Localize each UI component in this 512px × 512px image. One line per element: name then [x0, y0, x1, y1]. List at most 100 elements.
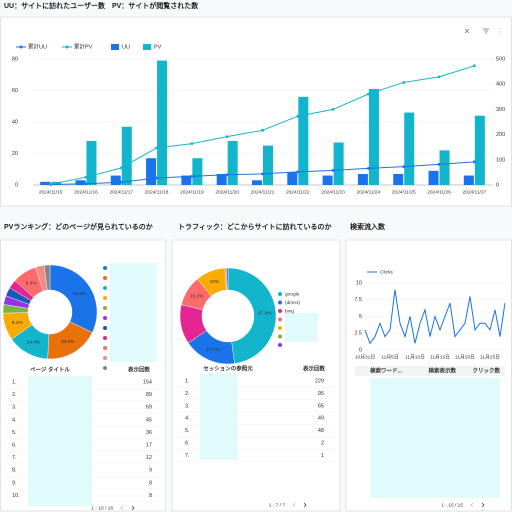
bar [439, 150, 450, 185]
y2-tick-label: 500 [496, 56, 505, 62]
row-value: 2 [321, 440, 324, 446]
prev-page[interactable] [120, 505, 124, 511]
line-point [367, 92, 370, 96]
x-tick-label: 2024/11/22 [286, 189, 310, 195]
x-tick-label: 2024/11/25 [392, 189, 416, 195]
row-value: 89 [146, 392, 152, 398]
slice-label: 10% [210, 279, 220, 285]
prev-page[interactable] [292, 502, 296, 508]
line-point [437, 162, 441, 166]
legend-label: bing [285, 308, 294, 314]
x-tick-label: 2024/11/17 [109, 189, 133, 195]
y-tick-label: 0 [15, 182, 18, 188]
icon-sort[interactable] [464, 28, 470, 34]
legend-label: Clicks [380, 269, 393, 275]
bar [75, 180, 86, 185]
row-value: 1 [321, 453, 324, 459]
line-point [49, 182, 53, 186]
next-page[interactable] [303, 502, 307, 508]
row-value: 154 [143, 379, 152, 385]
line-point [261, 172, 264, 176]
line-point [472, 160, 476, 164]
bar [216, 173, 227, 185]
legend-dot [278, 326, 282, 330]
line-point [367, 166, 370, 170]
line-point [84, 182, 88, 186]
slice-label: 9.4% [12, 320, 24, 326]
y2-tick-label: 100 [496, 157, 505, 163]
table-header: ページ タイトル [30, 365, 70, 373]
line-point [190, 142, 194, 146]
pagination: 1 - 15 / 15 [441, 502, 463, 508]
row-value: 48 [318, 428, 324, 434]
redacted-column [370, 378, 500, 498]
y-tick-label: 7.5 [354, 297, 362, 303]
row-index: 6. [12, 442, 17, 448]
icon-filter[interactable] [483, 28, 489, 34]
x-tick-label: 2024/11/21 [251, 189, 275, 195]
redacted-column [200, 374, 238, 460]
x-tick-label: 10月31日 [355, 354, 375, 360]
y-tick-label: 2.5 [354, 331, 362, 337]
row-value: 65 [318, 403, 324, 409]
chart-title: UU：サイトに訪れたユーザー数 PV：サイトが閲覧された数 [4, 1, 199, 10]
x-tick-label: 11月10日 [405, 354, 425, 360]
legend-dot [103, 356, 107, 360]
row-index: 2. [12, 392, 17, 398]
legend-dot [103, 316, 107, 320]
next-page[interactable] [481, 502, 485, 508]
prev-page[interactable] [470, 502, 474, 508]
line-point [296, 114, 300, 118]
line-point [331, 168, 335, 172]
x-tick-label: 2024/11/15 [39, 189, 63, 195]
x-tick-label: 2024/11/16 [74, 189, 98, 195]
pie-slice [227, 267, 277, 364]
row-value: 95 [318, 391, 324, 397]
x-tick-label: 2024/11/27 [463, 189, 487, 195]
table-header: セッションの参照元 [203, 364, 253, 372]
legend-dot [103, 306, 107, 310]
redacted-legend [285, 313, 318, 342]
bar [227, 140, 238, 185]
x-tick-label: 2024/11/18 [145, 189, 169, 195]
legend-label: UU [122, 44, 130, 50]
legend-dot [19, 45, 23, 49]
legend-label: google [285, 291, 300, 297]
y2-tick-label: 300 [496, 107, 505, 113]
row-index: 10. [12, 493, 20, 499]
bar [333, 142, 344, 185]
slice-label: 10.2% [190, 294, 204, 300]
bar [474, 115, 485, 185]
table-header: 検索表示数 [428, 366, 456, 374]
y-tick-label: 60 [12, 88, 18, 94]
legend-dot [103, 346, 107, 350]
row-value: 229 [315, 378, 324, 384]
line-point [84, 175, 88, 179]
row-value: 9 [149, 468, 152, 474]
legend-dot [103, 336, 107, 340]
line-point [225, 135, 229, 139]
line-point [155, 176, 158, 180]
slice-label: 14.4% [27, 339, 41, 345]
row-value: 69 [146, 405, 152, 411]
legend-label: 累計PV [74, 42, 93, 50]
next-page[interactable] [131, 505, 135, 511]
line-point [437, 75, 441, 79]
row-value: 12 [146, 455, 152, 461]
legend-dot [65, 45, 69, 49]
pagination: 1 - 10 / 16 [91, 505, 113, 511]
bar [110, 175, 121, 185]
toolbar-icons[interactable] [464, 28, 501, 35]
slice-label: 18.6% [61, 339, 75, 345]
x-tick-label: 2024/11/20 [215, 189, 239, 195]
pagination: 1 - 7 / 7 [269, 502, 286, 508]
bar [121, 126, 132, 185]
table-header: 表示回数 [127, 365, 151, 373]
slice-label: 32.2% [72, 291, 86, 297]
legend-dot [103, 276, 107, 280]
row-index: 1. [185, 378, 190, 384]
line-point [472, 64, 476, 68]
bar [428, 170, 439, 185]
line-point [225, 173, 229, 177]
